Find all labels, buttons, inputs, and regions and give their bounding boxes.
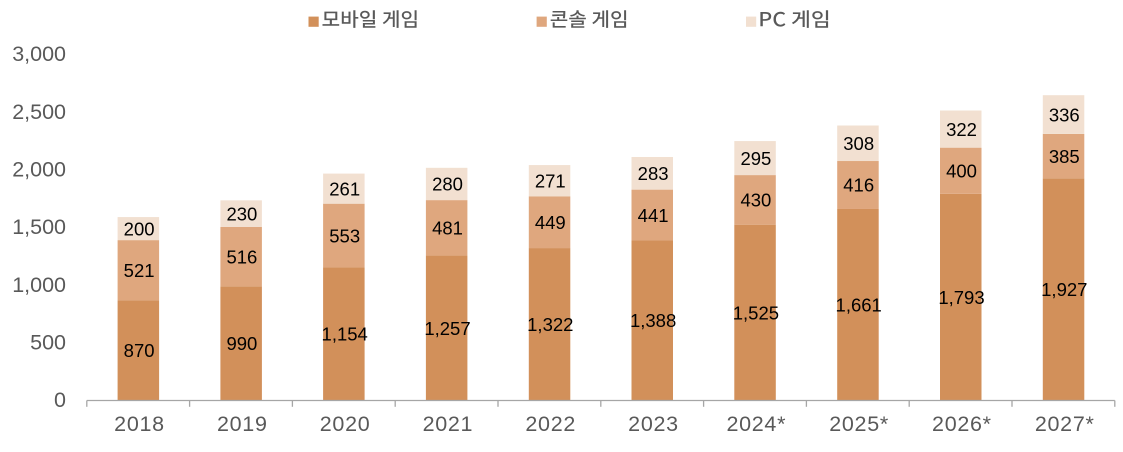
svg-text:1,257: 1,257	[424, 318, 470, 339]
svg-text:521: 521	[124, 260, 155, 281]
svg-text:385: 385	[1049, 146, 1080, 167]
svg-text:3,000: 3,000	[12, 42, 66, 66]
svg-text:2024*: 2024*	[726, 412, 786, 436]
svg-text:200: 200	[124, 218, 155, 239]
svg-text:1,661: 1,661	[836, 294, 882, 315]
svg-text:2020: 2020	[320, 412, 371, 436]
svg-text:1,388: 1,388	[630, 310, 676, 331]
svg-text:336: 336	[1049, 104, 1080, 125]
svg-text:2019: 2019	[217, 412, 268, 436]
svg-text:400: 400	[946, 160, 977, 181]
svg-text:1,500: 1,500	[12, 215, 66, 239]
svg-text:1,154: 1,154	[322, 324, 368, 345]
svg-text:1,525: 1,525	[733, 302, 779, 323]
svg-text:2023: 2023	[628, 412, 679, 436]
svg-text:500: 500	[30, 330, 66, 354]
svg-text:449: 449	[535, 212, 566, 233]
svg-text:1,000: 1,000	[12, 273, 66, 297]
svg-text:2,000: 2,000	[12, 158, 66, 182]
svg-text:0: 0	[54, 388, 66, 412]
svg-text:283: 283	[638, 163, 669, 184]
svg-text:295: 295	[740, 148, 771, 169]
svg-text:553: 553	[329, 225, 360, 246]
svg-text:1,793: 1,793	[938, 287, 984, 308]
svg-text:2021: 2021	[423, 412, 474, 436]
svg-text:416: 416	[843, 175, 874, 196]
svg-text:430: 430	[740, 190, 771, 211]
svg-text:308: 308	[843, 133, 874, 154]
svg-text:1,322: 1,322	[527, 314, 573, 335]
svg-text:2,500: 2,500	[12, 100, 66, 124]
svg-text:2026*: 2026*	[932, 412, 992, 436]
svg-text:516: 516	[226, 246, 257, 267]
svg-text:2022: 2022	[525, 412, 576, 436]
svg-text:280: 280	[432, 174, 463, 195]
svg-text:481: 481	[432, 218, 463, 239]
svg-text:230: 230	[226, 203, 257, 224]
svg-text:870: 870	[124, 340, 155, 361]
svg-text:271: 271	[535, 170, 566, 191]
svg-text:2027*: 2027*	[1035, 412, 1095, 436]
svg-text:2025*: 2025*	[829, 412, 889, 436]
svg-text:990: 990	[226, 333, 257, 354]
svg-text:261: 261	[329, 178, 360, 199]
svg-text:322: 322	[946, 119, 977, 140]
svg-text:1,927: 1,927	[1041, 279, 1087, 300]
svg-text:2018: 2018	[114, 412, 165, 436]
svg-text:441: 441	[638, 205, 669, 226]
